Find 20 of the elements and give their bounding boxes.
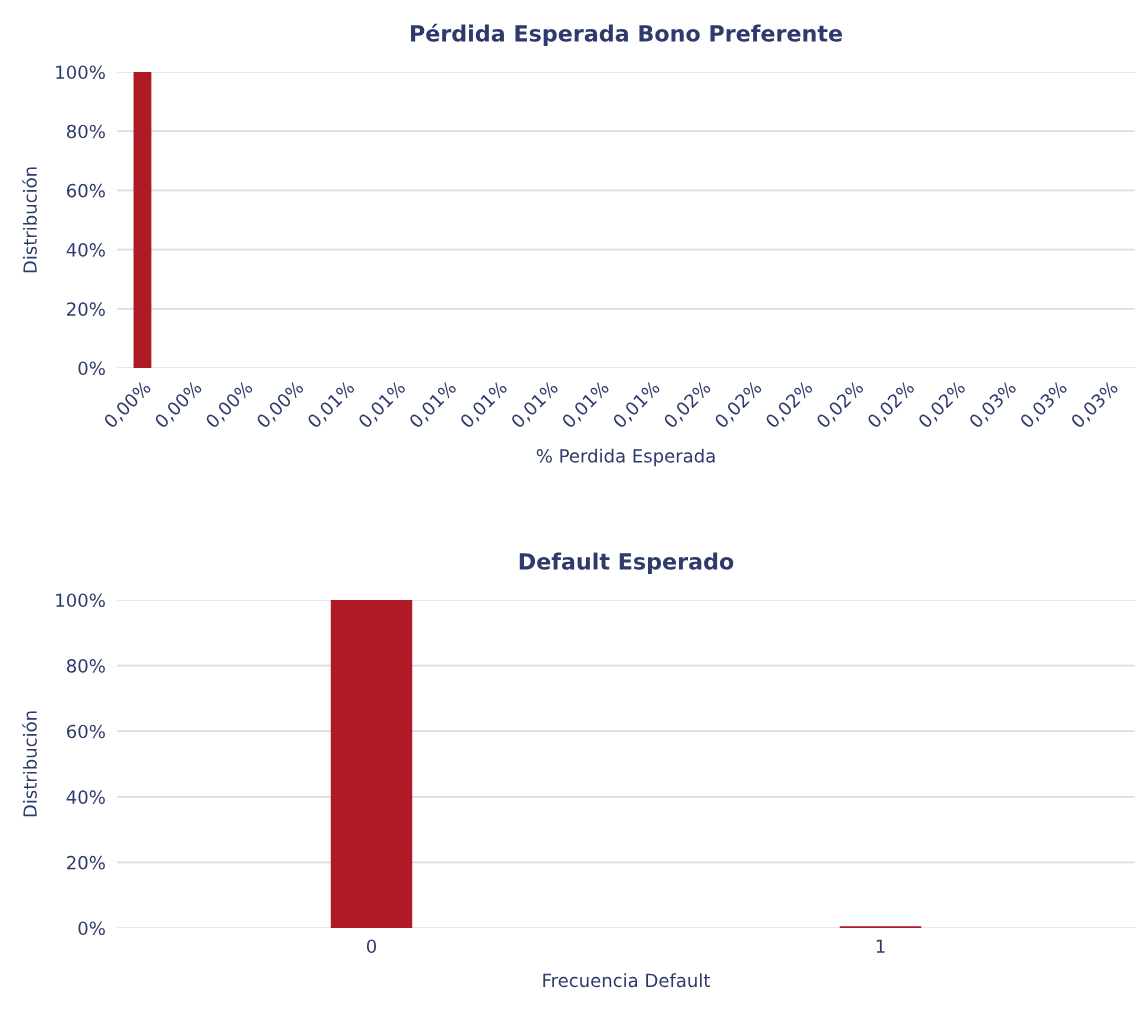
x-tick-label: 1 [876, 939, 885, 953]
y-tick-label: 100% [56, 593, 105, 608]
chart-title: Pérdida Esperada Bono Preferente [410, 23, 842, 47]
y-axis-title: Distribución [22, 167, 37, 273]
y-tick-label: 0% [78, 921, 105, 936]
y-tick-label: 40% [66, 790, 105, 804]
y-axis-title: Distribución [22, 711, 37, 817]
x-axis-title: Frecuencia Default [543, 973, 710, 988]
y-tick-label: 40% [66, 243, 105, 257]
y-tick-label: 20% [67, 302, 105, 316]
chart-title: Default Esperado [519, 552, 734, 575]
y-tick-label: 80% [66, 659, 105, 673]
x-axis-title: % Perdida Esperada [536, 448, 715, 467]
y-tick-label: 100% [56, 65, 105, 80]
y-tick-label: 60% [67, 724, 105, 739]
y-tick-label: 60% [67, 183, 105, 198]
x-tick-label: 0 [366, 939, 377, 954]
y-tick-label: 0% [78, 361, 105, 376]
y-tick-label: 80% [66, 124, 105, 139]
y-tick-label: 20% [67, 855, 105, 870]
